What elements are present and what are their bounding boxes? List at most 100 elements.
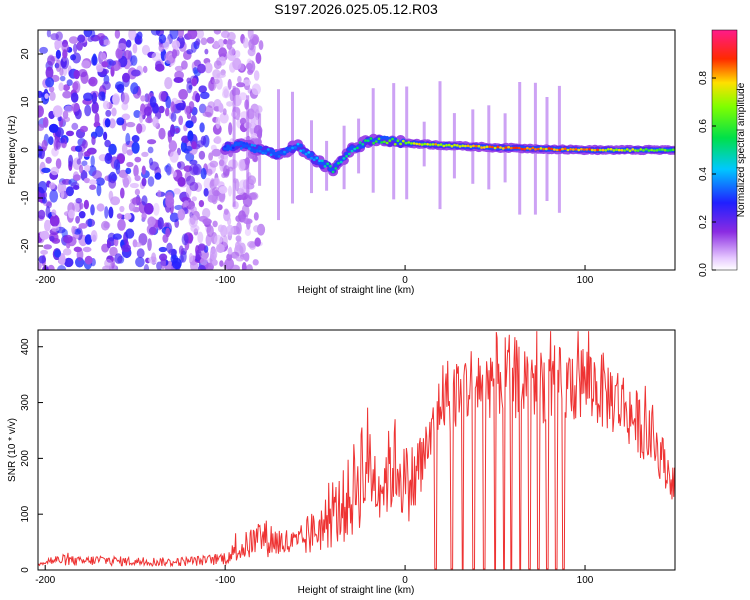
heatmap-noise-cell <box>191 77 198 87</box>
heatmap-ridge-cell <box>431 143 435 146</box>
heatmap-ridge-cell <box>407 141 411 144</box>
heatmap-noise-cell <box>222 108 227 116</box>
heatmap-ridge-cell <box>461 144 465 148</box>
heatmap-noise-cell <box>254 237 261 247</box>
heatmap-noise-cell <box>75 197 83 204</box>
heatmap-noise-cell <box>58 82 64 92</box>
heatmap-ridge-cell <box>623 149 626 152</box>
heatmap-noise-cell <box>164 77 173 90</box>
heatmap-noise-cell <box>223 165 230 177</box>
heatmap-ridge-cell <box>364 139 367 142</box>
heatmap-noise-cell <box>88 76 98 87</box>
heatmap-noise-cell <box>107 174 112 183</box>
heatmap-noise-cell <box>125 132 131 146</box>
heatmap-noise-cell <box>168 248 178 256</box>
heatmap-ridge-cell <box>302 149 305 152</box>
heatmap-noise-cell <box>234 50 241 58</box>
snr-y-tick-label: 0 <box>20 567 31 573</box>
heatmap-noise-cell <box>155 63 165 72</box>
heatmap-noise-cell <box>117 43 127 50</box>
snr-y-tick-label: 400 <box>20 338 31 355</box>
heatmap-noise-cell <box>204 62 213 74</box>
heatmap-noise-cell <box>236 221 242 235</box>
heatmap-noise-cell <box>134 35 143 45</box>
heatmap-noise-cell <box>148 226 157 235</box>
heatmap-ridge-cell <box>345 155 348 158</box>
heatmap-ridge-cell <box>298 143 303 148</box>
heatmap-noise-cell <box>51 225 60 232</box>
heatmap-x-tick-label: -200 <box>35 275 55 286</box>
heatmap-ridge-cell <box>264 152 267 155</box>
heatmap-noise-cell <box>110 256 115 269</box>
heatmap-ridge-cell <box>642 149 645 152</box>
heatmap-noise-cell <box>236 82 246 88</box>
heatmap-noise-cell <box>66 130 74 137</box>
heatmap-noise-cell <box>190 224 200 233</box>
heatmap-noise-cell <box>212 220 218 228</box>
heatmap-noise-cell <box>134 175 141 182</box>
heatmap-noise-cell <box>91 92 98 105</box>
heatmap-ridge-cell <box>472 144 475 148</box>
heatmap-noise-cell <box>49 91 56 101</box>
heatmap-noise-cell <box>202 208 211 219</box>
heatmap-noise-cell <box>175 127 180 134</box>
heatmap-noise-cell <box>165 195 175 208</box>
heatmap-noise-cell <box>48 182 56 190</box>
heatmap-ridge-cell <box>272 149 276 153</box>
heatmap-noise-cell <box>114 30 121 39</box>
heatmap-noise-cell <box>41 139 48 151</box>
heatmap-ridge-cell <box>655 149 659 152</box>
heatmap-ridge-cell <box>580 147 583 151</box>
heatmap-ridge-cell <box>318 159 321 162</box>
heatmap-ridge-cell <box>499 146 502 149</box>
heatmap-noise-cell <box>136 248 145 259</box>
heatmap-noise-cell <box>84 164 91 172</box>
heatmap-x-tick-label: 100 <box>577 275 594 286</box>
heatmap-noise-cell <box>227 217 232 226</box>
heatmap-noise-cell <box>200 135 207 146</box>
heatmap-noise-cell <box>209 160 219 168</box>
heatmap-noise-cell <box>62 248 72 256</box>
heatmap-noise-cell <box>209 247 218 261</box>
heatmap-y-tick-label: -10 <box>20 190 31 205</box>
heatmap-noise-cell <box>189 163 199 176</box>
heatmap-noise-cell <box>191 141 197 150</box>
heatmap-noise-cell <box>57 116 62 122</box>
heatmap-ridge-cell <box>234 143 238 146</box>
heatmap-ridge-cell <box>372 141 375 145</box>
heatmap-ridge-cell <box>647 149 651 152</box>
heatmap-noise-cell <box>224 258 235 270</box>
heatmap-y-label: Frequency (Hz) <box>7 116 18 185</box>
heatmap-noise-cell <box>141 212 147 221</box>
snr-x-tick-label: -100 <box>215 575 235 586</box>
heatmap-noise-cell <box>183 200 189 207</box>
heatmap-noise-cell <box>132 196 142 206</box>
heatmap-noise-cell <box>55 49 62 60</box>
heatmap-ridge-cell <box>542 147 545 151</box>
heatmap-ridge-cell <box>415 142 419 146</box>
heatmap-noise-cell <box>91 101 99 114</box>
heatmap-noise-cell <box>213 60 222 70</box>
heatmap-ridge-cell <box>361 143 365 146</box>
heatmap-noise-cell <box>108 206 114 219</box>
heatmap-noise-cell <box>78 211 86 219</box>
heatmap-ridge-cell <box>582 148 586 151</box>
heatmap-noise-cell <box>125 228 135 239</box>
heatmap-ridge-cell <box>310 156 313 160</box>
heatmap-noise-cell <box>158 91 167 102</box>
heatmap-noise-cell <box>121 92 130 105</box>
heatmap-ridge-cell <box>555 148 559 152</box>
heatmap-ridge-cell <box>437 143 440 147</box>
heatmap-noise-cell <box>38 105 44 118</box>
heatmap-noise-cell <box>122 72 130 83</box>
heatmap-noise-cell <box>213 30 222 35</box>
heatmap-ridge-cell <box>410 142 413 145</box>
heatmap-noise-cell <box>55 59 62 72</box>
heatmap-noise-cell <box>130 82 139 95</box>
heatmap-noise-cell <box>44 219 51 232</box>
heatmap-ridge-cell <box>258 145 263 150</box>
heatmap-noise-cell <box>171 49 178 59</box>
heatmap-noise-cell <box>139 110 144 124</box>
heatmap-noise-cell <box>255 52 262 64</box>
heatmap-ridge-cell <box>353 147 357 151</box>
